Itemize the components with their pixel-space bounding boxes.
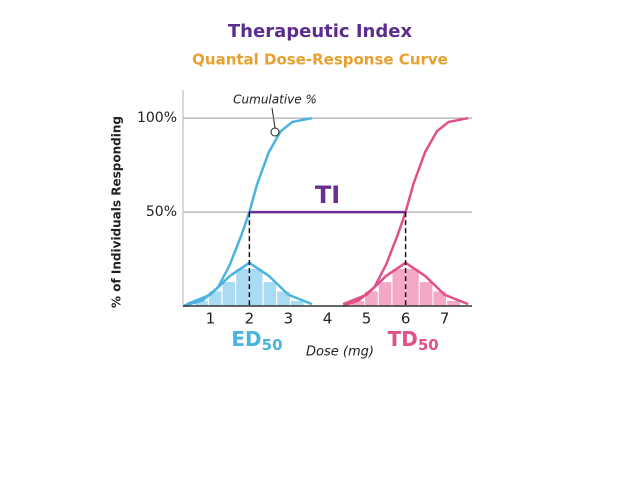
histogram-bar (391, 267, 407, 307)
x-tick-label: 6 (401, 310, 411, 328)
marker-label-sub: 50 (262, 336, 283, 354)
histogram-bar (377, 281, 393, 307)
x-tick-label: 2 (245, 310, 255, 328)
histogram-bar (248, 267, 264, 307)
x-tick-label: 5 (362, 310, 372, 328)
y-axis-label: % of Individuals Responding (110, 116, 124, 308)
marker-label-main: ED (231, 327, 261, 351)
x-tick-label: 3 (284, 310, 294, 328)
histogram-bar (262, 281, 278, 307)
histogram-bar (418, 281, 434, 307)
histogram-bar (405, 267, 420, 307)
x-axis-label: Dose (mg) (306, 345, 374, 360)
marker-label-main: TD (388, 327, 418, 351)
chart-subtitle: Quantal Dose-Response Curve (192, 51, 448, 69)
x-tick-label: 4 (323, 310, 333, 328)
marker-label: ED50 (231, 327, 282, 354)
x-tick-label: 7 (440, 310, 450, 328)
ti-label: TI (315, 181, 340, 209)
chart-title: Therapeutic Index (228, 21, 413, 42)
histogram-bar (221, 281, 237, 307)
y-tick-label: 100% (137, 110, 177, 126)
x-tick-label: 1 (206, 310, 216, 328)
annotation-marker (270, 127, 280, 137)
histogram-bar (235, 267, 250, 307)
marker-label-sub: 50 (418, 336, 439, 354)
marker-label: TD50 (388, 327, 439, 354)
y-tick-label: 50% (146, 204, 177, 220)
annotation: Cumulative % (233, 93, 317, 107)
